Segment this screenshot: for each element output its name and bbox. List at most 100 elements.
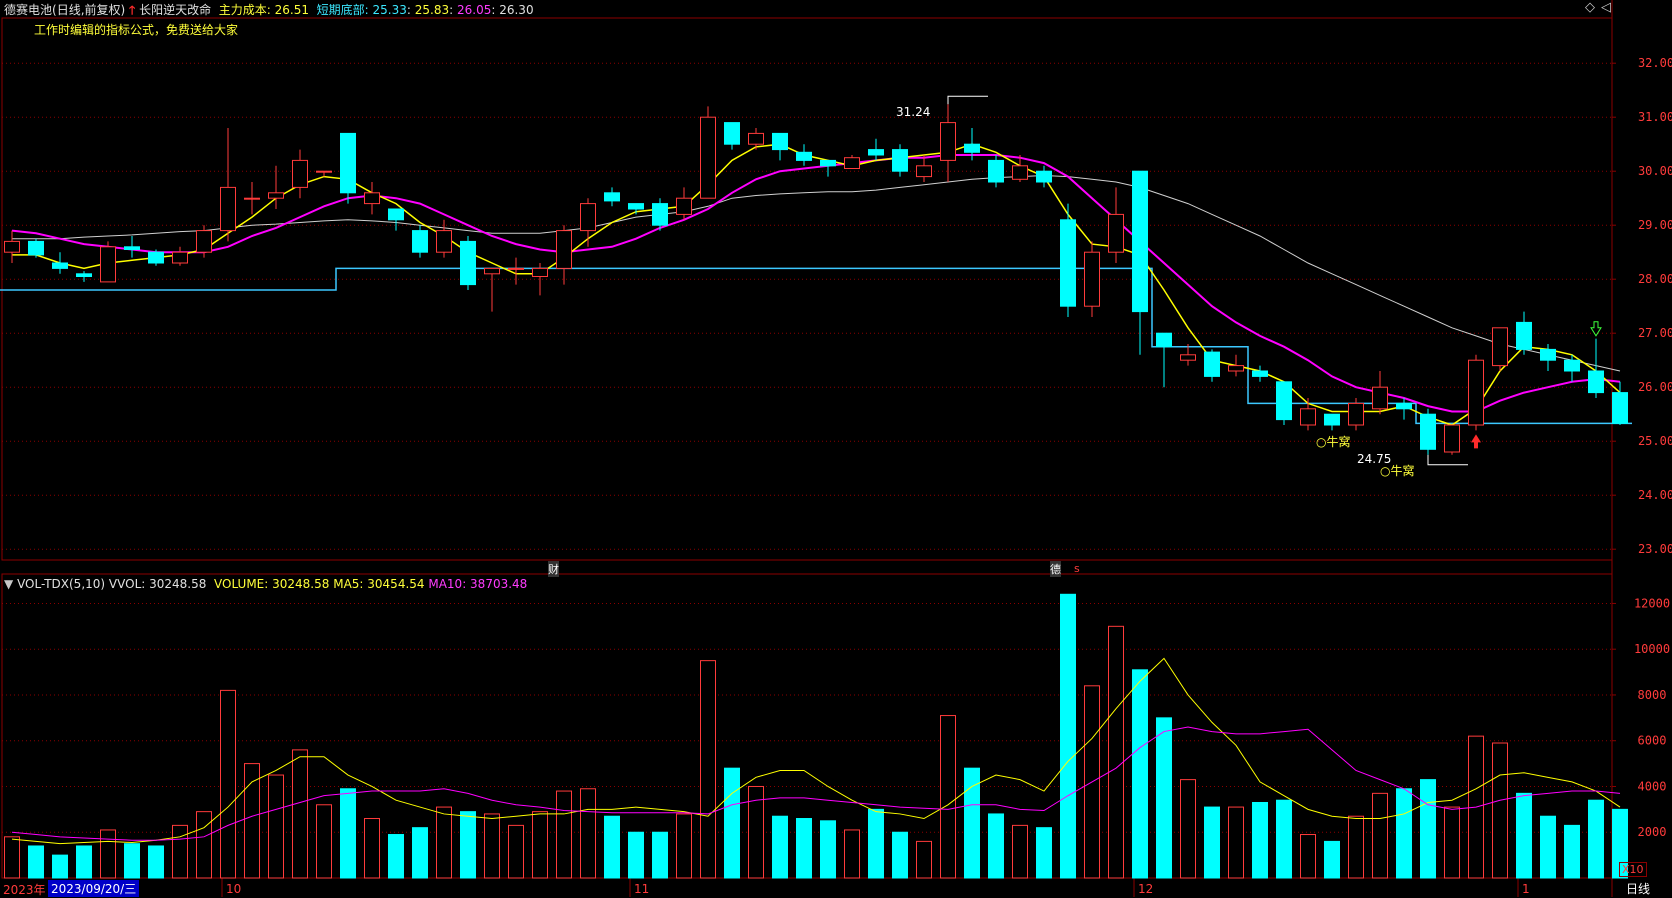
candle-body <box>124 246 140 251</box>
volume-bar <box>1036 827 1052 879</box>
price-tick-label: 32.00 <box>1638 56 1672 70</box>
candle-body <box>772 132 788 151</box>
candle-body <box>100 246 116 283</box>
volume-bar <box>28 845 44 879</box>
candle-body <box>748 132 764 145</box>
panel-toggle-icon[interactable]: ◁ <box>1601 0 1611 15</box>
candle-body <box>1372 386 1388 410</box>
finance-marker[interactable]: 财 <box>548 561 559 577</box>
candle-body <box>364 192 380 205</box>
ma5-polyline <box>12 143 1621 426</box>
subtitle: 工作时编辑的指标公式，免费送给大家 <box>34 23 239 37</box>
s-marker[interactable]: s <box>1074 562 1080 575</box>
candle-body <box>268 192 284 199</box>
volume-bar <box>4 836 20 879</box>
niuwo-text-2: 牛窝 <box>1390 464 1415 478</box>
volume-bar <box>340 788 356 879</box>
volume-bar <box>1108 625 1124 879</box>
volume-bar <box>76 845 92 879</box>
candle-body <box>28 240 44 256</box>
volume-tick-label: 10000 <box>1634 642 1670 656</box>
stock-name[interactable]: 德赛电池 <box>4 3 53 17</box>
volume-bar <box>1588 799 1604 879</box>
volume-bar <box>100 829 116 879</box>
candle-body <box>604 192 620 202</box>
candle-body <box>844 157 860 169</box>
volume-bar <box>604 815 620 879</box>
niuwo-label-1: ○牛窝 <box>1316 433 1351 450</box>
candle-body <box>220 186 236 232</box>
volume-bar <box>1276 799 1292 879</box>
price-tick-label: 29.00 <box>1638 218 1672 232</box>
volume-bar <box>580 788 596 879</box>
volume-bar <box>628 831 644 879</box>
candle-body <box>1516 321 1532 350</box>
date-cursor: 2023/09/20/三 <box>48 880 140 897</box>
candle-body <box>964 143 980 153</box>
ma30-polyline <box>12 175 1621 372</box>
main-cost-label: 主力成本: <box>218 3 271 17</box>
period-button[interactable]: 日线 <box>1626 882 1651 896</box>
candle-body <box>676 197 692 215</box>
price-tick-label: 31.00 <box>1638 110 1672 124</box>
volume-bar <box>436 806 452 879</box>
volume-bar <box>796 818 812 879</box>
volume-header: ▼ VOL-TDX(5,10) VVOL: 30248.58 VOLUME: 3… <box>4 577 527 591</box>
volume-bar <box>124 843 140 879</box>
candle-body <box>1204 351 1220 377</box>
support-line <box>0 267 1632 425</box>
indicator-name[interactable]: 长阳逆天改命 <box>139 3 212 17</box>
volume-value: VOLUME: 30248.58 <box>214 577 330 591</box>
red-up-arrow-icon: 🡑 <box>129 3 136 17</box>
volume-bar <box>892 831 908 879</box>
candle-body <box>316 170 332 173</box>
niuwo-label-2: ○牛窝 <box>1380 462 1415 479</box>
candle-body <box>1108 213 1124 253</box>
volume-bar <box>364 818 380 879</box>
de-marker[interactable]: 德 <box>1050 561 1061 577</box>
candle-body <box>436 230 452 253</box>
candle-body <box>1084 251 1100 307</box>
volume-bar <box>1156 717 1172 879</box>
candle-body <box>988 159 1004 183</box>
volume-bar <box>268 774 284 879</box>
volume-bar <box>844 829 860 879</box>
short-bottom-label: 短期底部: <box>316 3 369 17</box>
candle-body <box>556 230 572 269</box>
collapse-icon[interactable]: ▼ <box>4 577 14 591</box>
candle-body <box>1396 402 1412 410</box>
volume-bar <box>820 820 836 879</box>
volume-bar <box>1180 779 1196 879</box>
volume-bar <box>1252 801 1268 879</box>
volume-bar <box>772 815 788 879</box>
volume-bar <box>700 660 716 879</box>
candle-body <box>1036 170 1052 183</box>
main-panel-border <box>1 17 1613 561</box>
month-label: 1 <box>1522 882 1530 896</box>
volume-indicator-name[interactable]: VOL-TDX(5,10) <box>17 577 106 591</box>
candles-layer[interactable] <box>4 104 1628 455</box>
volume-bars-layer[interactable] <box>4 593 1628 879</box>
vol-ma10-value: MA10: 38703.48 <box>428 577 528 591</box>
volume-bar <box>1060 593 1076 879</box>
candle-body <box>724 122 740 145</box>
candle-body <box>796 151 812 161</box>
candle-body <box>292 159 308 188</box>
zoom-x10-label[interactable]: X10 <box>1619 862 1647 877</box>
candle-body <box>1300 408 1316 426</box>
ma30-line <box>12 175 1621 372</box>
diamond-icon[interactable]: ◇ <box>1585 0 1595 15</box>
volume-bar <box>748 785 764 879</box>
candle-body <box>1228 365 1244 372</box>
volume-bar <box>316 804 332 879</box>
candle-body <box>1348 402 1364 426</box>
volume-bar <box>1012 824 1028 879</box>
price-tick-label: 24.00 <box>1638 488 1672 502</box>
volume-bar <box>1204 806 1220 879</box>
volume-bar <box>412 827 428 879</box>
header-bar: 德赛电池(日线,前复权) 🡑 长阳逆天改命 主力成本: 26.51 短期底部: … <box>4 1 534 22</box>
volume-bar <box>148 845 164 879</box>
candle-body <box>868 149 884 156</box>
